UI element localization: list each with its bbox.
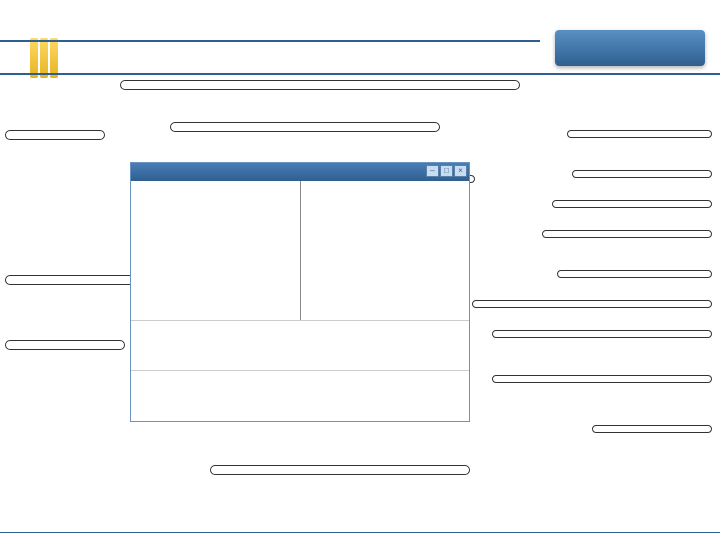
chart-main-panel[interactable] bbox=[131, 181, 469, 321]
maximize-icon[interactable]: □ bbox=[440, 165, 453, 177]
callout-tech-ind bbox=[492, 375, 712, 383]
chart-volume-panel[interactable] bbox=[131, 321, 469, 371]
callout-left-1 bbox=[5, 130, 105, 140]
chart-window[interactable]: – □ × bbox=[130, 162, 470, 422]
callout-history bbox=[592, 425, 712, 433]
chart-indicator-panel[interactable] bbox=[131, 371, 469, 421]
callout-limit-orders bbox=[492, 330, 712, 338]
callout-left-3 bbox=[5, 340, 125, 350]
callout-fibonacci bbox=[472, 300, 712, 308]
close-icon[interactable]: × bbox=[454, 165, 467, 177]
callout-scale bbox=[567, 130, 712, 138]
callout-intro bbox=[120, 80, 520, 90]
callout-avg-price bbox=[542, 230, 712, 238]
content: – □ × bbox=[0, 80, 720, 520]
callout-quotes bbox=[557, 270, 712, 278]
window-buttons: – □ × bbox=[426, 165, 467, 177]
callout-scale-limit bbox=[572, 170, 712, 178]
footer bbox=[0, 532, 720, 536]
chart-title-bar[interactable]: – □ × bbox=[131, 163, 469, 181]
callout-cond-order bbox=[552, 200, 712, 208]
minimize-icon[interactable]: – bbox=[426, 165, 439, 177]
logo bbox=[555, 30, 705, 66]
callout-title bbox=[170, 122, 440, 132]
header bbox=[0, 0, 720, 70]
day-separator-line bbox=[300, 181, 301, 320]
callout-timescale bbox=[210, 465, 470, 475]
